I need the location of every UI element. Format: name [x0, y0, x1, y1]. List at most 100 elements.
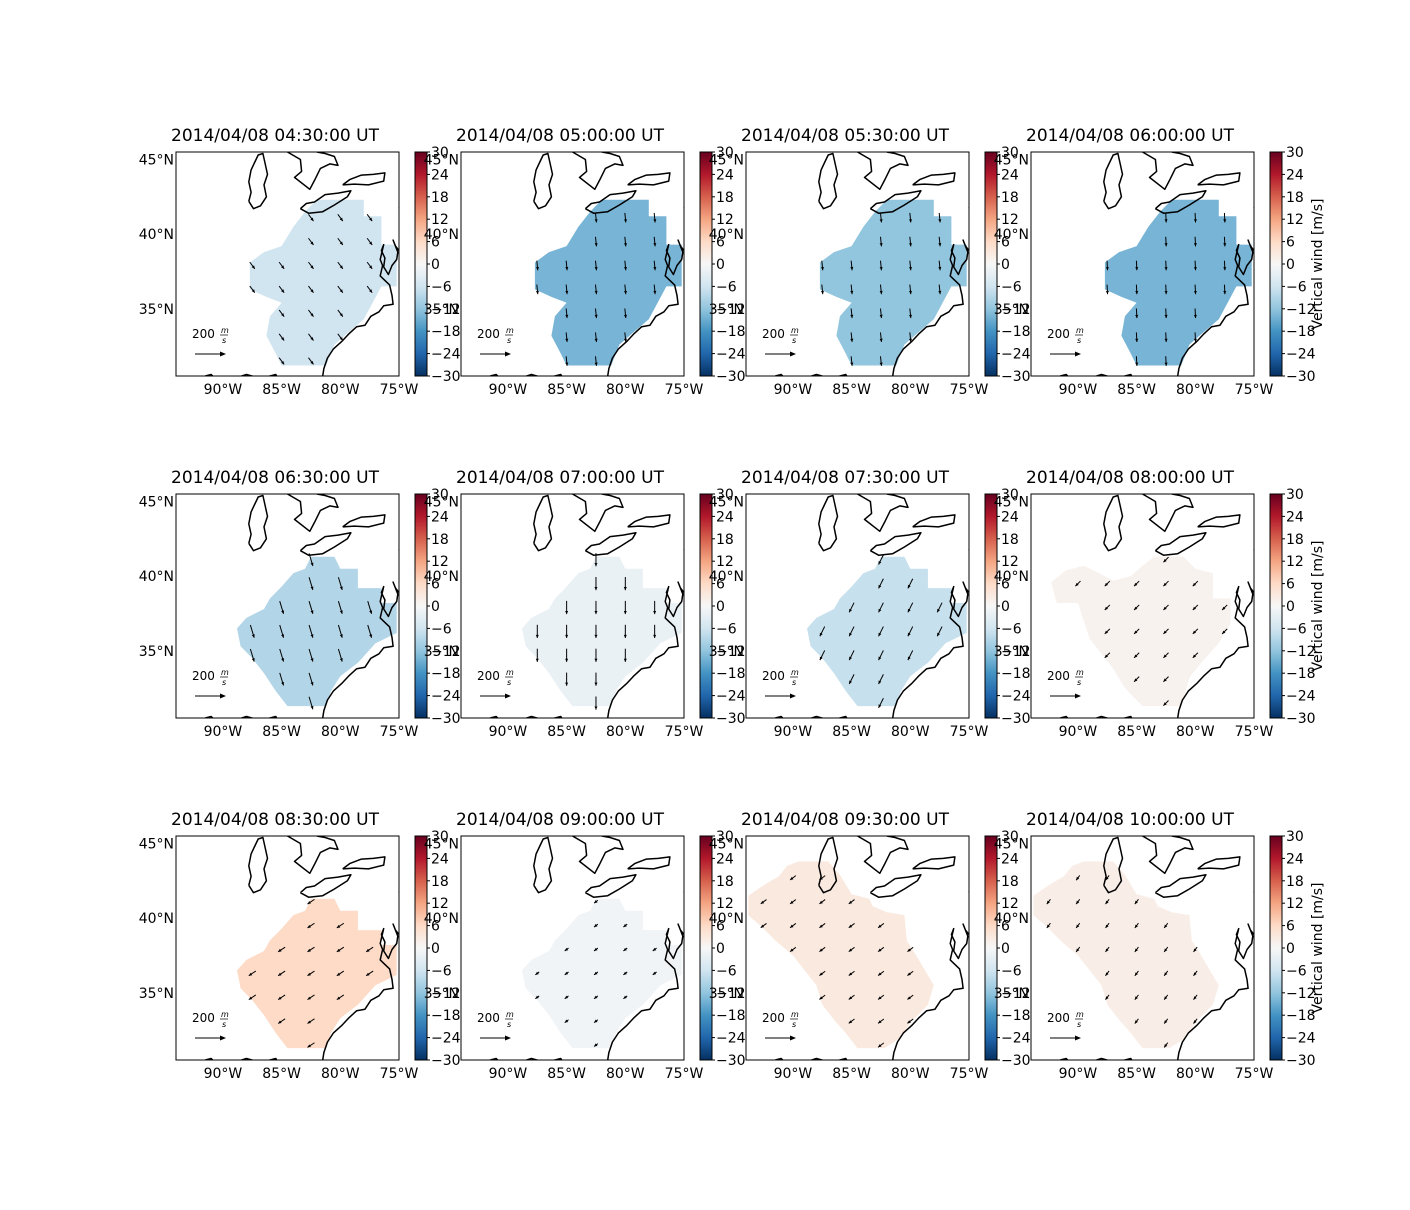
wind-arrow-head [1164, 948, 1168, 952]
coastline [912, 856, 956, 870]
colorbar-tick-label: −12 [431, 302, 461, 318]
colorbar-tick-label: 30 [716, 487, 734, 503]
map-svg: 200 ms 90°W 85°W 80°W 75°W 45°N 40°N 35°N 30 24 18 1… [994, 145, 1326, 398]
wind-arrow-head [339, 289, 343, 293]
panel-title: 2014/04/08 09:00:00 UT [456, 810, 664, 830]
wind-arrow-head [623, 219, 627, 223]
wind-arrow-head [878, 924, 882, 928]
colorbar-tick-label: −30 [716, 1053, 746, 1069]
wind-arrow-head [307, 901, 311, 905]
colorbar-tick-label: 0 [1286, 941, 1295, 957]
colorbar-tick-label: −24 [716, 689, 746, 705]
wind-arrow-head [369, 265, 373, 269]
wind-arrow-head [623, 587, 627, 591]
wind-arrow-head [623, 658, 627, 662]
lat-tick-label: 45°N [424, 494, 459, 510]
colorbar-tick-label: 6 [716, 235, 725, 251]
colorbar-tick-label: −6 [716, 963, 737, 979]
wind-arrow-head [879, 219, 883, 223]
colorbar-tick-label: −12 [716, 986, 746, 1002]
wind-arrow-head [565, 634, 569, 638]
lat-tick-label: 35°N [139, 986, 174, 1002]
axes-frame [745, 835, 970, 1061]
wind-arrow-head [369, 634, 373, 638]
wind-arrow-head [848, 1020, 853, 1024]
lon-tick-label: 90°W [204, 382, 243, 398]
coastline [1176, 891, 1254, 1060]
coastline [1060, 1057, 1069, 1060]
coastline [775, 373, 784, 376]
wind-arrow-head [1164, 996, 1168, 1000]
map-svg: 200 ms 90°W 85°W 80°W 75°W 45°N 40°N 35°N 30 24 18 1… [709, 829, 1031, 1082]
wind-arrow-head [1223, 219, 1227, 223]
map-svg: 200 ms 90°W 85°W 80°W 75°W 45°N 40°N 35°N 30 24 18 1… [424, 829, 746, 1082]
wind-field [1104, 199, 1252, 366]
colorbar-tick-label: −24 [1286, 1031, 1316, 1047]
reference-arrow-value: 200 [192, 1011, 215, 1025]
coastline [912, 172, 956, 186]
coastline [1094, 715, 1133, 718]
reference-arrow-unit-den: s [1077, 336, 1081, 345]
lat-tick-label: 40°N [709, 569, 744, 585]
coastline [1176, 207, 1254, 376]
wind-arrow-head [850, 290, 854, 295]
wind-field [249, 199, 397, 366]
colorbar-tick-label: 30 [1001, 487, 1019, 503]
colorbar-tick-label: −6 [431, 963, 452, 979]
wind-arrow-head [1223, 243, 1227, 247]
wind-arrow-head [820, 290, 824, 295]
colorbar-tick-label: 0 [716, 257, 725, 273]
lat-tick-label: 45°N [709, 494, 744, 510]
lon-tick-label: 75°W [950, 724, 989, 740]
wind-arrow-head [594, 587, 598, 591]
axes-frame [460, 835, 685, 1061]
map-svg: 200 ms 90°W 85°W 80°W 75°W 45°N 40°N 35°N 30 24 18 1… [139, 829, 461, 1082]
wind-arrow-head [1075, 582, 1079, 587]
axes-frame [1030, 493, 1255, 719]
wind-arrow-head [878, 680, 882, 685]
colorbar-tick-label: −30 [1001, 711, 1031, 727]
coastline [1103, 152, 1124, 210]
colorbar-tick-label: 30 [716, 829, 734, 845]
wind-arrow-head [1105, 972, 1109, 976]
map-panel: 2014/04/08 06:30:00 UT 200 m s 90°W 85°W 80°W 7… [136, 468, 461, 758]
colorbar-tick-label: 0 [1286, 257, 1295, 273]
lon-tick-label: 90°W [489, 724, 528, 740]
wind-arrow-head [1076, 924, 1080, 928]
coastline [299, 874, 352, 898]
coastline [524, 1057, 563, 1060]
wind-arrow-head [938, 243, 942, 247]
coastline [524, 373, 563, 376]
wind-arrow-head [907, 972, 911, 976]
coastline [775, 715, 784, 718]
colorbar-tick-label: 18 [1286, 190, 1304, 206]
reference-arrow-unit-den: s [222, 336, 226, 345]
lat-tick-label: 45°N [994, 152, 1029, 168]
wind-arrow-head [1134, 630, 1138, 634]
wind-arrow-head [849, 608, 852, 613]
wind-arrow-head [848, 996, 853, 1000]
colorbar-tick-label: −24 [431, 689, 461, 705]
wind-arrow-head [1105, 267, 1109, 271]
wind-arrow-head [594, 219, 598, 223]
wind-arrow-head [594, 338, 598, 342]
reference-arrow-unit-den: s [1077, 1020, 1081, 1029]
axes-frame [460, 151, 685, 377]
wind-arrow-head [336, 996, 341, 1000]
coastline [572, 836, 624, 875]
panel-title: 2014/04/08 05:00:00 UT [456, 126, 664, 146]
coastline [809, 373, 848, 376]
wind-arrow-head [907, 632, 911, 637]
map-panel: 2014/04/08 07:00:00 UT 200 m s 90°W 85°W 80°W 7… [421, 468, 746, 758]
wind-arrow-head [1076, 876, 1080, 881]
wind-arrow-head [819, 876, 823, 880]
coastline [857, 152, 909, 191]
wind-arrow-head [281, 289, 285, 293]
wind-arrow-head [1164, 243, 1168, 247]
wind-arrow-head [310, 360, 314, 365]
colorbar-tick-label: −24 [716, 1031, 746, 1047]
wind-arrow-head [850, 314, 854, 319]
coastline [248, 494, 269, 552]
wind-arrow-head [564, 947, 569, 951]
lat-tick-label: 40°N [139, 911, 174, 927]
